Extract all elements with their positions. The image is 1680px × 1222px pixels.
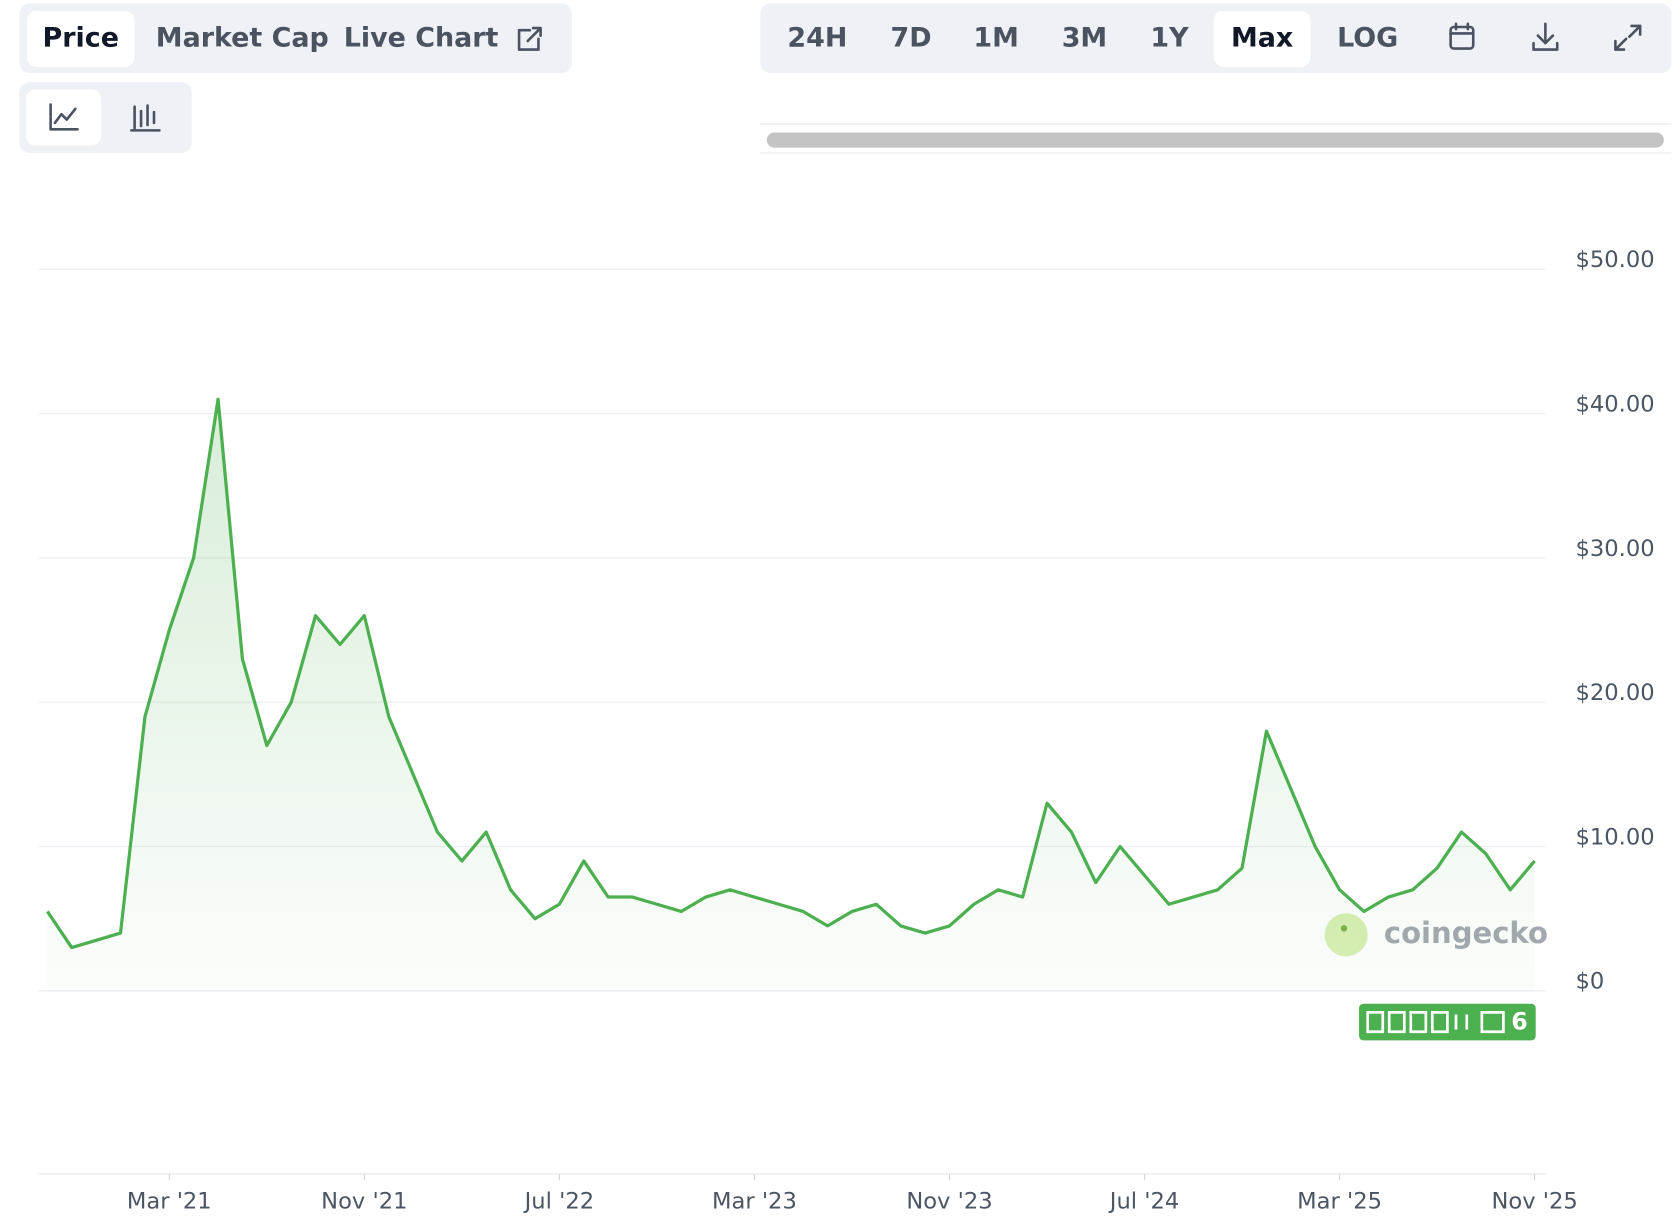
y-tick-label: $30.00 — [1576, 536, 1655, 562]
range-button[interactable]: Max — [1231, 22, 1293, 53]
tab-group — [19, 3, 572, 74]
y-tick-label: $20.00 — [1576, 680, 1655, 706]
price-line — [46, 397, 1536, 950]
x-tick-label: Jul '22 — [523, 1188, 594, 1214]
range-button[interactable]: 3M — [1062, 22, 1108, 53]
x-tick-label: Nov '25 — [1491, 1188, 1577, 1214]
area-fill — [47, 399, 1535, 991]
range-button[interactable]: 7D — [891, 22, 932, 53]
line-icon — [49, 103, 79, 131]
scrollbar-thumb[interactable] — [766, 132, 1664, 148]
x-tick-label: Nov '21 — [321, 1188, 407, 1214]
x-tick-label: Mar '25 — [1297, 1188, 1382, 1214]
calendar-icon[interactable] — [1449, 22, 1475, 50]
y-tick-label: $0 — [1576, 969, 1605, 995]
x-tick-label: Nov '23 — [906, 1188, 992, 1214]
range-button[interactable]: 24H — [787, 22, 847, 53]
x-tick-label: Mar '21 — [127, 1188, 212, 1214]
tab[interactable]: Price — [43, 22, 119, 53]
news-count: 6 — [1511, 1008, 1527, 1036]
download-icon[interactable] — [1532, 22, 1559, 51]
y-tick-label: $50.00 — [1576, 247, 1655, 273]
active-tab-bg — [26, 10, 135, 67]
range-button[interactable]: LOG — [1337, 22, 1398, 53]
candle-icon[interactable] — [130, 104, 161, 132]
news-icons — [1366, 1011, 1505, 1034]
x-tick-label: Mar '23 — [712, 1188, 797, 1214]
external-link-icon — [517, 26, 542, 51]
active-range-bg — [1213, 10, 1311, 67]
expand-icon[interactable] — [1614, 24, 1642, 51]
y-tick-label: $40.00 — [1576, 391, 1655, 417]
tab[interactable]: Market Cap — [156, 22, 329, 53]
x-tick-label: Jul '24 — [1108, 1188, 1179, 1214]
range-button[interactable]: 1Y — [1150, 22, 1189, 53]
y-tick-label: $10.00 — [1576, 824, 1655, 850]
range-button[interactable]: 1M — [973, 22, 1019, 53]
tab[interactable]: Live Chart — [344, 22, 499, 53]
